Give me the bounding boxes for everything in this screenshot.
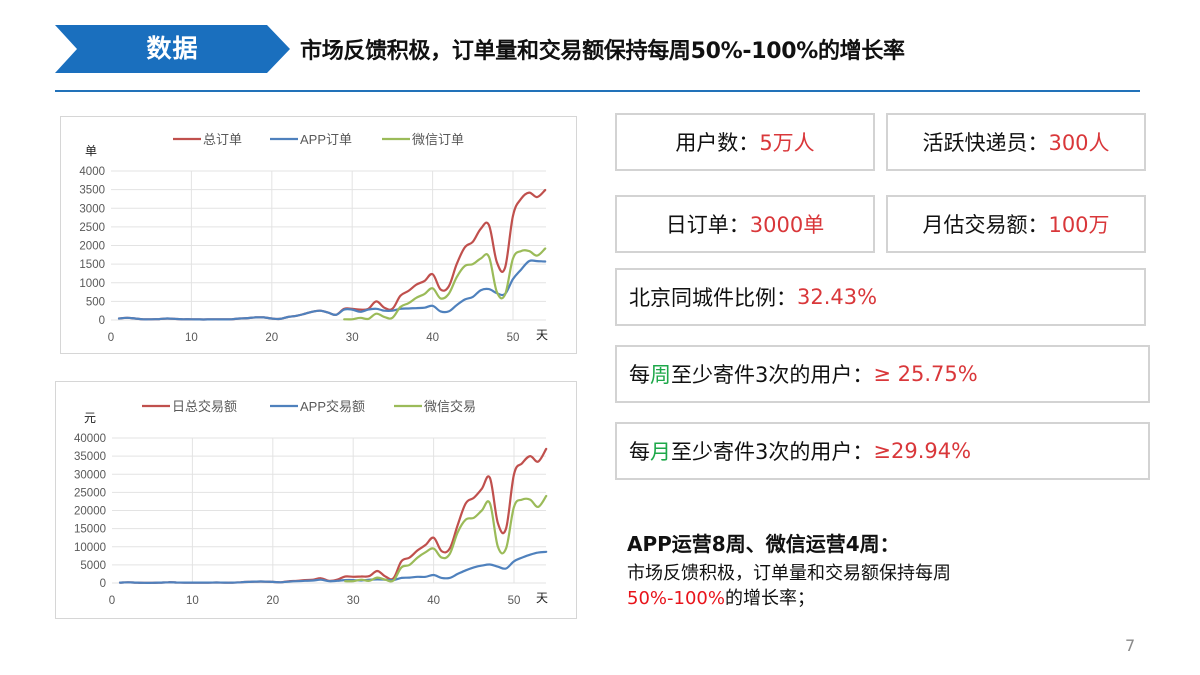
page-number: 7 [1125, 636, 1136, 655]
stat-monthly-gmv: 月估交易额： 100万 [886, 195, 1146, 253]
svg-text:20: 20 [265, 332, 278, 344]
svg-text:微信交易: 微信交易 [424, 399, 476, 414]
svg-text:50: 50 [507, 332, 520, 344]
stat-couriers-label: 活跃快递员： [922, 131, 1049, 155]
svg-text:30: 30 [347, 595, 360, 607]
chevron-shape-icon [55, 25, 290, 73]
page-headline: 市场反馈积极，订单量和交易额保持每周50%-100%的增长率 [300, 39, 905, 64]
stat-users-label: 用户数： [675, 131, 760, 155]
svg-text:10: 10 [185, 332, 198, 344]
svg-text:2500: 2500 [79, 222, 105, 234]
section-banner: 数据 [55, 25, 290, 73]
transaction-chart: 0 5000 10000 15000 20000 25000 30000 35000 40000… [55, 381, 577, 619]
svg-text:天: 天 [536, 328, 548, 342]
summary-line-2: 50%-100%的增长率； [627, 586, 1127, 611]
svg-text:APP交易额: APP交易额 [300, 399, 365, 414]
svg-text:2000: 2000 [79, 241, 105, 253]
svg-text:20: 20 [266, 595, 279, 607]
svg-text:APP订单: APP订单 [300, 132, 352, 147]
svg-text:5000: 5000 [80, 560, 106, 572]
svg-text:35000: 35000 [74, 451, 106, 463]
svg-text:500: 500 [86, 296, 105, 308]
stat-monthly-value: ≥29.94% [873, 439, 972, 463]
stat-weekly-users: 每周至少寄件3次的用户： ≥ 25.75% [615, 345, 1150, 403]
svg-text:25000: 25000 [74, 487, 106, 499]
svg-text:40000: 40000 [74, 433, 106, 445]
svg-text:4000: 4000 [79, 166, 105, 178]
svg-text:0: 0 [99, 315, 105, 327]
summary-highlight: 50%-100% [627, 588, 725, 609]
stat-beijing-local-value: 32.43% [797, 285, 878, 309]
stat-monthly-prefix: 每 [629, 440, 650, 464]
svg-text:3000: 3000 [79, 203, 105, 215]
stat-weekly-highlight: 周 [650, 363, 671, 387]
summary-block: APP运营8周、微信运营4周： 市场反馈积极，订单量和交易额保持每周 50%-1… [627, 528, 1127, 611]
section-label: 数据 [146, 34, 199, 63]
summary-body: 市场反馈积极，订单量和交易额保持每周 50%-100%的增长率； [627, 561, 1127, 611]
svg-text:40: 40 [427, 595, 440, 607]
svg-text:40: 40 [426, 332, 439, 344]
svg-text:0: 0 [100, 578, 106, 590]
stat-weekly-suffix: 至少寄件3次的用户： [671, 363, 874, 387]
stat-beijing-local: 北京同城件比例： 32.43% [615, 268, 1146, 326]
svg-text:3500: 3500 [79, 185, 105, 197]
svg-text:10000: 10000 [74, 542, 106, 554]
stat-couriers-value: 300人 [1048, 131, 1110, 155]
stat-monthly-highlight: 月 [650, 440, 671, 464]
svg-text:0: 0 [109, 595, 115, 607]
svg-text:1500: 1500 [79, 259, 105, 271]
svg-text:总订单: 总订单 [203, 132, 242, 147]
svg-text:15000: 15000 [74, 524, 106, 536]
stat-daily-orders-value: 3000单 [749, 213, 825, 237]
svg-text:天: 天 [536, 591, 548, 605]
svg-text:20000: 20000 [74, 506, 106, 518]
stat-users-value: 5万人 [759, 131, 815, 155]
summary-line-2-suffix: 的增长率； [724, 588, 815, 609]
svg-text:10: 10 [186, 595, 199, 607]
svg-text:日总交易额: 日总交易额 [172, 399, 237, 414]
svg-text:30000: 30000 [74, 469, 106, 481]
svg-text:单: 单 [85, 144, 97, 158]
svg-text:1000: 1000 [79, 278, 105, 290]
stat-weekly-prefix: 每 [629, 363, 650, 387]
stat-users: 用户数： 5万人 [615, 113, 875, 171]
svg-text:微信订单: 微信订单 [412, 132, 464, 147]
stat-daily-orders: 日订单： 3000单 [615, 195, 875, 253]
stat-monthly-gmv-value: 100万 [1048, 213, 1110, 237]
stat-daily-orders-label: 日订单： [665, 213, 750, 237]
summary-title: APP运营8周、微信运营4周： [627, 532, 900, 556]
stat-couriers: 活跃快递员： 300人 [886, 113, 1146, 171]
svg-text:0: 0 [108, 332, 114, 344]
svg-text:30: 30 [346, 332, 359, 344]
stat-beijing-local-label: 北京同城件比例： [629, 286, 797, 310]
stat-monthly-users: 每月至少寄件3次的用户： ≥29.94% [615, 422, 1150, 480]
summary-line-1: 市场反馈积极，订单量和交易额保持每周 [627, 563, 951, 584]
stat-weekly-value: ≥ 25.75% [873, 362, 978, 386]
stat-monthly-suffix: 至少寄件3次的用户： [671, 440, 874, 464]
svg-text:元: 元 [84, 411, 96, 425]
svg-text:50: 50 [508, 595, 521, 607]
stat-monthly-gmv-label: 月估交易额： [922, 213, 1049, 237]
header-divider [55, 90, 1140, 92]
orders-chart: 0 500 1000 1500 2000 2500 3000 3500 4000 0 10 20 30 4… [60, 116, 577, 354]
